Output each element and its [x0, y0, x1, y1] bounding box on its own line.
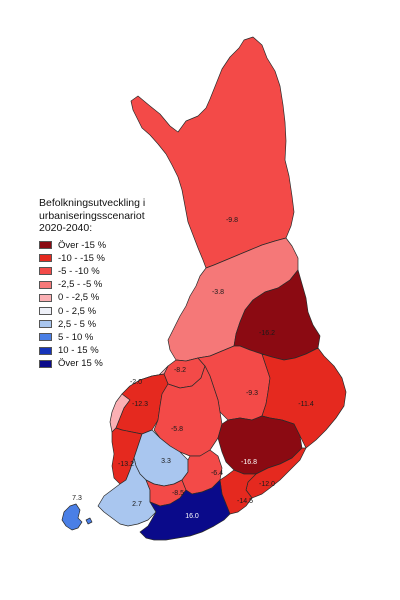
legend-title-line: Befolkningsutveckling i [39, 197, 146, 209]
label-kymmenedalen: -14.5 [237, 498, 253, 505]
region-aland-islet [85, 517, 93, 525]
legend-swatch [39, 333, 52, 342]
label-mellersta-osterbotten: -8.2 [174, 367, 186, 374]
label-satakunta: -13.2 [118, 461, 134, 468]
label-norra-osterbotten: -3.8 [212, 289, 224, 296]
legend-label: -5 - -10 % [58, 265, 100, 277]
legend-swatch [39, 267, 52, 276]
legend-label: 0 - 2,5 % [58, 305, 97, 317]
legend-title: Befolkningsutveckling i urbaniseringssce… [39, 197, 174, 235]
label-kajanaland: -16.2 [259, 330, 275, 337]
legend-swatch [39, 254, 52, 263]
label-egentliga-tavastland: -8.5 [172, 490, 184, 497]
legend-swatch [39, 346, 52, 355]
legend-item: 10 - 15 % [39, 344, 174, 357]
region-mellersta-finland[interactable] [153, 365, 223, 457]
legend-item: -2,5 - -5 % [39, 278, 174, 291]
legend-item: -10 - -15 % [39, 252, 174, 265]
legend-label: 2,5 - 5 % [58, 318, 97, 330]
label-paijanne-tavastland: -6.4 [211, 470, 223, 477]
legend-item: 0 - -2,5 % [39, 291, 174, 304]
region-norra-karelen[interactable] [261, 347, 347, 449]
region-lappland[interactable] [130, 36, 295, 269]
label-birkaland: 3.3 [161, 458, 171, 465]
label-lappland: -9.8 [226, 217, 238, 224]
label-nyland: 16.0 [185, 513, 199, 520]
label-mellersta-finland: -5.8 [171, 426, 183, 433]
legend-label: 5 - 10 % [58, 331, 94, 343]
legend: Befolkningsutveckling i urbaniseringssce… [39, 197, 174, 370]
region-sodra-osterbotten[interactable] [115, 373, 169, 435]
region-nyland[interactable] [139, 479, 231, 541]
legend-item: Över 15 % [39, 357, 174, 370]
label-norra-savolax: -9.3 [246, 390, 258, 397]
legend-swatch [39, 307, 52, 316]
region-egentliga-finland[interactable] [97, 457, 157, 527]
legend-swatch [39, 280, 52, 289]
label-egentliga-finland: 2.7 [132, 501, 142, 508]
label-osterbotten: -2.0 [130, 379, 142, 386]
legend-label: -2,5 - -5 % [58, 279, 103, 291]
legend-swatch [39, 320, 52, 329]
legend-title-line: urbaniseringsscenariot [39, 209, 145, 222]
legend-label: Över 15 % [58, 358, 103, 370]
legend-swatch [39, 359, 52, 368]
legend-swatch [39, 241, 52, 250]
legend-label: 10 - 15 % [58, 345, 99, 357]
legend-label: 0 - -2,5 % [58, 292, 100, 304]
legend-item: 5 - 10 % [39, 331, 174, 344]
label-sodra-savolax: -16.8 [241, 459, 257, 466]
legend-title-line: 2020-2040: [39, 222, 93, 234]
legend-item: 2,5 - 5 % [39, 318, 174, 331]
legend-item: -5 - -10 % [39, 265, 174, 278]
legend-label: Över -15 % [58, 239, 107, 251]
legend-swatch [39, 293, 52, 302]
legend-item: Över -15 % [39, 239, 174, 252]
label-aland: 7.3 [72, 495, 82, 502]
label-sodra-osterbotten: -12.3 [132, 401, 148, 408]
label-sodra-karelen: -12.0 [259, 481, 275, 488]
region-aland[interactable] [61, 503, 83, 531]
label-norra-karelen: -11.4 [298, 401, 314, 408]
legend-label: -10 - -15 % [58, 252, 105, 264]
legend-item: 0 - 2,5 % [39, 304, 174, 317]
